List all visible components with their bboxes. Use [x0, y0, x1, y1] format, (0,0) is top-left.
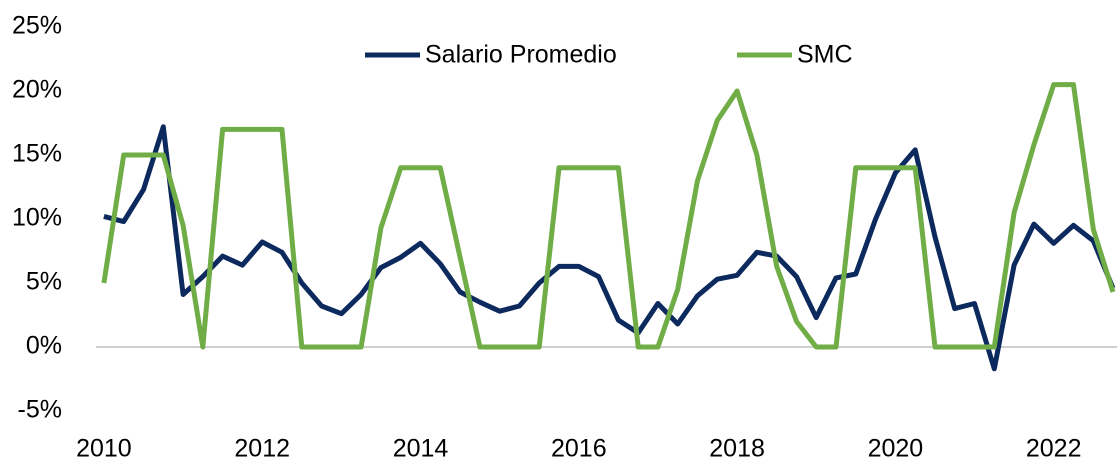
x-tick-label: 2014: [393, 435, 449, 463]
y-tick-label: 25%: [12, 12, 62, 40]
y-tick-label: 15%: [12, 140, 62, 168]
x-tick-label: 2020: [868, 435, 924, 463]
series-line: [103, 124, 1116, 372]
x-tick-label: 2022: [1026, 435, 1082, 463]
series-line: [101, 82, 1116, 350]
y-tick-label: 10%: [12, 204, 62, 232]
y-tick-label: 5%: [26, 268, 62, 296]
x-tick-label: 2018: [709, 435, 765, 463]
x-tick-label: 2012: [234, 435, 290, 463]
x-tick-label: 2016: [551, 435, 607, 463]
legend-label: Salario Promedio: [425, 41, 617, 69]
legend-label: SMC: [797, 41, 853, 69]
y-tick-label: 0%: [26, 332, 62, 360]
x-tick-label: 2010: [76, 435, 132, 463]
y-tick-label: 20%: [12, 76, 62, 104]
y-tick-label: -5%: [18, 396, 62, 424]
